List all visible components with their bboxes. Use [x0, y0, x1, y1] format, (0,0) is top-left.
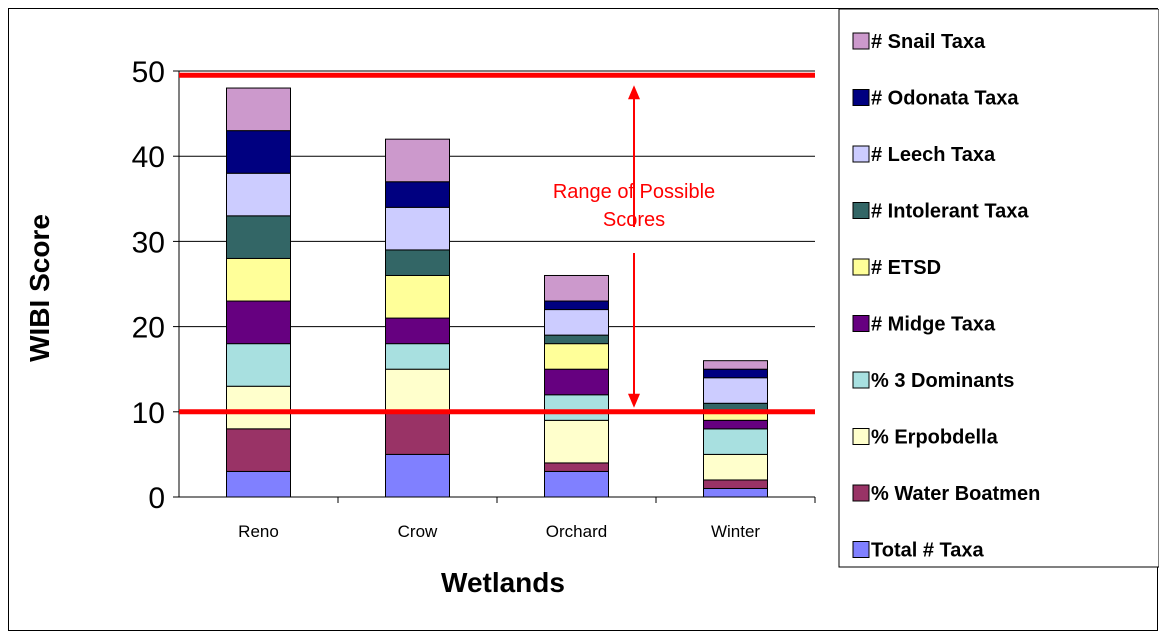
bar-segment-crow-9: [385, 138, 450, 183]
bar-segment-crow-6: [385, 249, 450, 276]
bar-segment-reno-4: [226, 300, 291, 345]
bar-segment-orchard-1: [544, 462, 609, 472]
legend: # Snail Taxa # Odonata Taxa # Leech Taxa # …: [838, 9, 1159, 568]
bar-segment-winter-7: [703, 377, 768, 404]
legend-swatch: [852, 32, 870, 50]
bar-segment-reno-2: [226, 385, 291, 430]
y-tick-label: 0: [148, 482, 165, 515]
bar-segment-reno-3: [226, 343, 291, 387]
bar-segment-reno-9: [226, 87, 291, 132]
bar-segment-reno-6: [226, 215, 291, 259]
bar-segment-winter-2: [703, 453, 768, 481]
legend-entry: # ETSD: [871, 257, 941, 279]
x-category-label: Crow: [398, 522, 438, 541]
legend-swatch: [852, 145, 870, 163]
arrowhead-up: [628, 85, 640, 100]
bar-segment-orchard-2: [544, 419, 609, 464]
legend-swatch: [852, 315, 870, 332]
bar-segment-orchard-5: [544, 343, 609, 370]
stacked-bar-chart: 0 10 20 30 40 50 Reno Crow Orchard Winter Range o…: [24, 9, 1159, 598]
bar-segment-winter-1: [703, 479, 768, 489]
bar-segment-crow-7: [385, 206, 450, 251]
legend-entry: % Water Boatmen: [871, 483, 1040, 505]
legend-entry: # Odonata Taxa: [871, 88, 1019, 110]
bar-segment-orchard-7: [544, 309, 609, 336]
bar-segment-reno-0: [226, 470, 291, 498]
bar-segment-crow-4: [385, 317, 450, 345]
bar-segment-reno-5: [226, 257, 291, 302]
bar-segment-winter-0: [703, 487, 768, 498]
x-category-label: Reno: [238, 522, 279, 541]
x-category-label: Orchard: [546, 522, 607, 541]
bar-segment-crow-8: [385, 181, 450, 208]
legend-entry: Total # Taxa: [871, 540, 985, 562]
bar-segment-orchard-6: [544, 334, 609, 345]
bar-segment-crow-1: [385, 411, 450, 455]
bar-segment-orchard-4: [544, 368, 609, 396]
bar-segment-winter-3: [703, 428, 768, 455]
annotation-text: Range of Possible: [553, 181, 715, 203]
bars-layer: [226, 87, 768, 498]
bar-segment-reno-8: [226, 130, 291, 174]
x-category-label: Winter: [711, 522, 760, 541]
y-tick-label: 30: [132, 226, 165, 259]
legend-box: [838, 9, 1159, 568]
bar-segment-winter-4: [703, 419, 768, 430]
x-axis-title: Wetlands: [441, 567, 565, 598]
y-tick-label: 40: [132, 141, 165, 174]
y-tick-label: 50: [132, 56, 165, 89]
bar-segment-crow-5: [385, 274, 450, 319]
bar-segment-orchard-0: [544, 470, 609, 498]
legend-swatch: [852, 371, 870, 389]
y-tick-label: 10: [132, 397, 165, 430]
bar-segment-orchard-9: [544, 274, 609, 302]
legend-entry: % Erpobdella: [871, 427, 999, 449]
bar-segment-orchard-3: [544, 394, 609, 421]
legend-entry: % 3 Dominants: [871, 370, 1014, 392]
legend-entry: # Midge Taxa: [871, 314, 996, 336]
legend-entry: # Intolerant Taxa: [871, 201, 1029, 223]
bar-segment-winter-9: [703, 360, 768, 370]
legend-swatch: [852, 202, 870, 219]
legend-swatch: [852, 541, 870, 558]
y-axis-title: WIBI Score: [24, 214, 55, 362]
reference-lines: [179, 72, 815, 415]
bar-segment-winter-8: [703, 368, 768, 379]
arrowhead-down: [628, 393, 640, 408]
bar-segment-reno-7: [226, 172, 291, 217]
bar-segment-crow-3: [385, 343, 450, 370]
y-tick-label: 20: [132, 312, 165, 345]
legend-swatch: [852, 428, 870, 445]
range-annotation: Range of Possible Scores: [553, 85, 715, 408]
chart-frame: 0 10 20 30 40 50 Reno Crow Orchard Winter Range o…: [8, 8, 1159, 631]
annotation-text: Scores: [603, 209, 665, 231]
bar-segment-crow-2: [385, 368, 450, 413]
legend-swatch: [852, 484, 870, 502]
legend-swatch: [852, 258, 870, 276]
bar-segment-reno-1: [226, 428, 291, 472]
bar-segment-orchard-8: [544, 300, 609, 311]
legend-entry: # Snail Taxa: [871, 31, 986, 53]
legend-entry: # Leech Taxa: [871, 144, 996, 166]
bar-segment-crow-0: [385, 453, 450, 498]
legend-swatch: [852, 89, 870, 106]
